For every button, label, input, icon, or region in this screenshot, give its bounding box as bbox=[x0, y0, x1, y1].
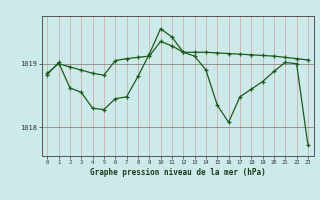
X-axis label: Graphe pression niveau de la mer (hPa): Graphe pression niveau de la mer (hPa) bbox=[90, 168, 266, 177]
